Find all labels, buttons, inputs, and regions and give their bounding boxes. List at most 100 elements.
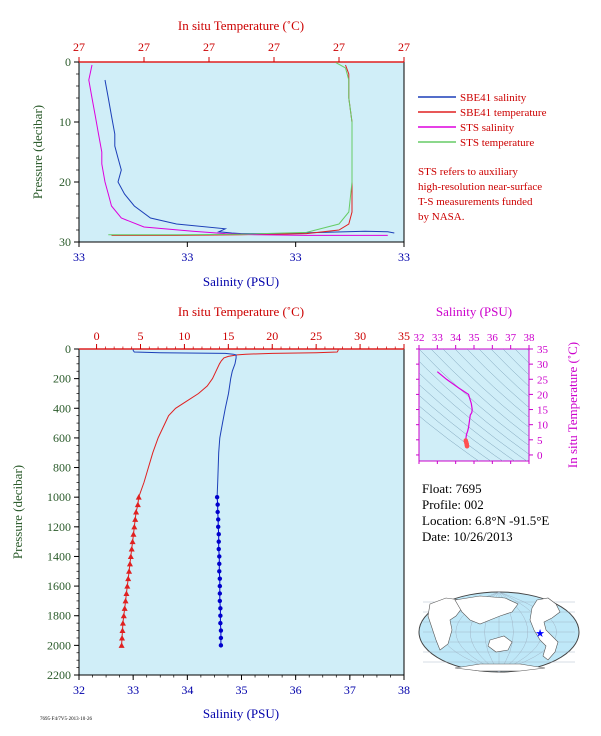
salinity-sample-marker xyxy=(218,643,224,648)
salinity-sample-marker xyxy=(218,606,223,611)
near-surface-bottom-tick-label: 33 xyxy=(290,250,302,264)
temperature-sample-marker xyxy=(124,583,131,589)
legend-note-line-3: T-S measurements funded xyxy=(418,196,533,208)
near-surface-top-tick-label: 27 xyxy=(398,40,410,54)
temperature-sample-marker xyxy=(119,627,126,634)
full-profile-top-tick-label: 15 xyxy=(222,329,234,343)
density-isoline xyxy=(419,372,528,461)
ts-series-group xyxy=(436,371,473,449)
full-profile-y-tick-label: 1600 xyxy=(47,579,71,593)
near-surface-bottom-tick-label: 33 xyxy=(73,250,85,264)
location-map: ★ xyxy=(418,591,580,673)
salinity-sample-marker xyxy=(215,509,220,515)
full-profile-series-group xyxy=(118,349,339,648)
float-info-block: Float: 7695 Profile: 002 Location: 6.8°N… xyxy=(422,481,549,544)
full-profile-bottom-tick-label: 34 xyxy=(181,683,193,697)
temperature-sample-marker xyxy=(125,575,132,582)
density-isoline xyxy=(419,394,504,461)
density-isoline xyxy=(454,349,529,418)
salinity-sample-marker xyxy=(218,635,224,641)
near-surface-bottom-tick-label: 33 xyxy=(181,250,193,264)
land-asia xyxy=(454,595,519,625)
density-isoline xyxy=(419,349,529,446)
ts-profile-line xyxy=(436,371,473,441)
map-land xyxy=(427,595,561,672)
salinity-sample-marker xyxy=(218,628,224,633)
salinity-sample-marker xyxy=(216,546,221,552)
salinity-sample-marker xyxy=(216,517,221,522)
salinity-sample-marker xyxy=(217,561,222,567)
full-profile-bottom-tick-label: 38 xyxy=(398,683,410,697)
float-id-text: Float: 7695 xyxy=(422,481,482,496)
full-profile-salinity-axis-label: Salinity (PSU) xyxy=(203,706,279,721)
temperature-sample-marker xyxy=(131,523,138,530)
ts-top-tick-label: 33 xyxy=(432,332,444,344)
full-profile-top-tick-label: 0 xyxy=(94,329,100,343)
salinity-sample-marker xyxy=(216,539,221,544)
temperature-sample-marker xyxy=(121,605,128,611)
full-profile-tick-group: 0 5 10 15 20 25 30 35 32 33 34 35 36 37 38 0 200 400 600 80… xyxy=(47,329,410,697)
temperature-sample-marker xyxy=(129,538,136,545)
temperature-sample-marker xyxy=(133,509,140,515)
near-surface-y-tick-label: 20 xyxy=(59,175,71,189)
full-profile-line-2 xyxy=(132,349,237,498)
full-profile-top-tick-label: 25 xyxy=(310,329,322,343)
ts-right-tick-label: 15 xyxy=(537,405,549,417)
ts-right-tick-label: 35 xyxy=(537,344,549,356)
density-isoline xyxy=(502,349,529,376)
near-surface-y-tick-label: 10 xyxy=(59,115,71,129)
salinity-sample-marker xyxy=(217,598,223,604)
legend-label-sbe-temperature: SBE41 temperature xyxy=(460,107,547,119)
temperature-sample-marker xyxy=(126,560,133,567)
ts-top-tick-label: 32 xyxy=(414,332,425,344)
ts-top-tick-label: 35 xyxy=(469,332,481,344)
density-isoline xyxy=(490,349,529,387)
near-surface-top-tick-label: 27 xyxy=(333,40,345,54)
ts-salinity-axis-label: Salinity (PSU) xyxy=(436,304,512,319)
temperature-sample-marker xyxy=(119,634,126,641)
density-isoline xyxy=(478,349,529,398)
temperature-sample-marker xyxy=(127,553,134,559)
salinity-sample-marker xyxy=(218,620,223,626)
ts-right-tick-label: 30 xyxy=(537,359,549,371)
salinity-sample-marker xyxy=(215,502,220,507)
legend-note-line-4: by NASA. xyxy=(418,211,465,223)
near-surface-pressure-axis-label: Pressure (decibar) xyxy=(30,105,45,199)
full-profile-top-tick-label: 30 xyxy=(354,329,366,343)
ts-top-tick-label: 38 xyxy=(524,332,536,344)
density-isoline xyxy=(419,360,529,455)
salinity-sample-marker xyxy=(217,583,223,589)
near-surface-line-3 xyxy=(108,62,353,236)
legend-label-sts-salinity: STS salinity xyxy=(460,122,515,134)
density-isoline xyxy=(419,384,516,461)
full-profile-top-tick-label: 35 xyxy=(398,329,410,343)
legend-note-line-1: STS refers to auxiliary xyxy=(418,166,518,178)
ts-top-tick-label: 37 xyxy=(505,332,517,344)
near-surface-top-tick-label: 27 xyxy=(138,40,150,54)
full-profile-y-tick-label: 600 xyxy=(53,431,71,445)
near-surface-bottom-tick-label: 33 xyxy=(398,250,410,264)
salinity-sample-marker xyxy=(217,569,222,574)
temperature-sample-marker xyxy=(128,546,135,552)
temperature-sample-marker xyxy=(126,568,133,574)
ts-right-tick-label: 10 xyxy=(537,420,549,432)
full-profile-y-tick-label: 200 xyxy=(53,372,71,386)
ts-top-tick-label: 34 xyxy=(450,332,462,344)
density-isoline xyxy=(442,349,529,428)
land-americas xyxy=(529,597,561,661)
temperature-sample-marker xyxy=(119,620,126,626)
ts-right-tick-label: 0 xyxy=(537,450,543,462)
ts-top-tick-label: 36 xyxy=(487,332,499,344)
salinity-sample-marker xyxy=(218,613,223,618)
full-profile-plot-area xyxy=(78,348,405,676)
temperature-sample-marker xyxy=(123,590,130,596)
near-surface-top-tick-label: 27 xyxy=(73,40,85,54)
density-isoline xyxy=(419,415,480,461)
legend-label-sts-temperature: STS temperature xyxy=(460,137,534,149)
density-isoline xyxy=(430,349,529,437)
near-surface-tick-group: 27 27 27 27 27 27 33 33 33 33 0 10 20 30 xyxy=(59,40,410,264)
temperature-sample-marker xyxy=(120,612,127,619)
near-surface-temperature-axis-label: In situ Temperature (˚C) xyxy=(178,18,304,33)
full-profile-y-tick-label: 400 xyxy=(53,401,71,415)
land-antarctica xyxy=(454,663,546,672)
